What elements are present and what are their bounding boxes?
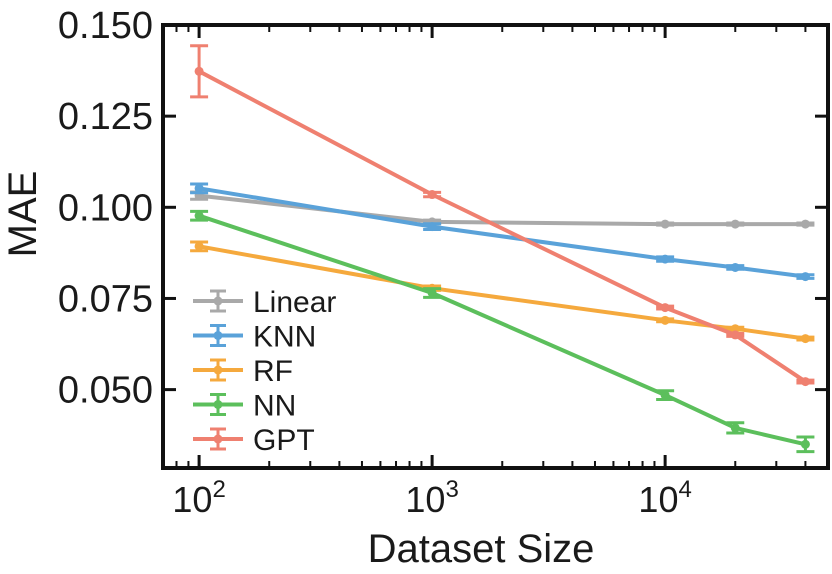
data-point-linear <box>800 219 810 229</box>
data-point-nn <box>800 439 810 449</box>
legend-label-linear: Linear <box>253 286 336 319</box>
data-point-knn <box>730 262 740 272</box>
x-tick-label: 102 <box>172 476 225 520</box>
y-tick-label: 0.125 <box>58 96 153 138</box>
x-minor-ticks <box>162 25 829 468</box>
data-point-rf <box>730 324 740 334</box>
plot-frame <box>161 23 830 470</box>
legend-item-linear: Linear <box>193 286 336 319</box>
data-point-knn <box>427 222 437 232</box>
y-tick-label: 0.050 <box>58 370 153 412</box>
data-point-rf <box>800 334 810 344</box>
data-point-nn <box>194 211 204 221</box>
legend-label-nn: NN <box>253 390 296 423</box>
legend-item-nn: NN <box>193 390 296 423</box>
x-tick-label: 103 <box>405 476 458 520</box>
legend-marker-linear <box>213 296 223 306</box>
data-point-gpt <box>730 330 740 340</box>
y-axis-label: MAE <box>1 171 45 258</box>
y-tick-label: 0.150 <box>58 5 153 47</box>
series-knn <box>190 182 815 282</box>
data-point-knn <box>194 183 204 193</box>
series-gpt <box>190 44 815 387</box>
data-point-knn <box>660 254 670 264</box>
data-point-nn <box>427 288 437 298</box>
legend-item-gpt: GPT <box>193 424 315 457</box>
data-point-linear <box>660 219 670 229</box>
x-tick-label: 104 <box>638 476 691 520</box>
data-point-linear <box>730 219 740 229</box>
series-line-linear <box>198 193 806 227</box>
axis-major-ticks <box>163 23 828 468</box>
data-point-rf <box>660 315 670 325</box>
series-rf <box>190 240 815 344</box>
data-point-gpt <box>800 377 810 387</box>
legend-marker-gpt <box>213 434 223 444</box>
data-point-nn <box>730 423 740 433</box>
legend-marker-rf <box>213 365 223 375</box>
legend-label-rf: RF <box>253 355 293 388</box>
data-point-nn <box>660 390 670 400</box>
legend-item-knn: KNN <box>193 321 316 354</box>
series-layer <box>190 44 815 454</box>
x-axis-label: Dataset Size <box>368 527 595 571</box>
legend-label-knn: KNN <box>253 321 316 354</box>
data-point-rf <box>194 241 204 251</box>
legend-marker-knn <box>213 331 223 340</box>
legend-label-gpt: GPT <box>253 424 315 457</box>
data-point-knn <box>800 272 810 282</box>
y-tick-label: 0.100 <box>58 187 153 229</box>
legend-marker-nn <box>213 400 223 409</box>
legend-item-rf: RF <box>193 355 293 388</box>
y-tick-labels: 0.050 0.075 0.100 0.125 0.150 <box>58 5 153 412</box>
series-linear <box>190 190 815 229</box>
data-point-gpt <box>194 66 204 76</box>
data-point-gpt <box>660 303 670 313</box>
plot-area <box>161 23 830 470</box>
y-tick-label: 0.075 <box>58 278 153 320</box>
series-nn <box>190 209 815 454</box>
x-tick-labels: 102 103 104 <box>172 476 691 520</box>
data-point-gpt <box>427 190 437 200</box>
